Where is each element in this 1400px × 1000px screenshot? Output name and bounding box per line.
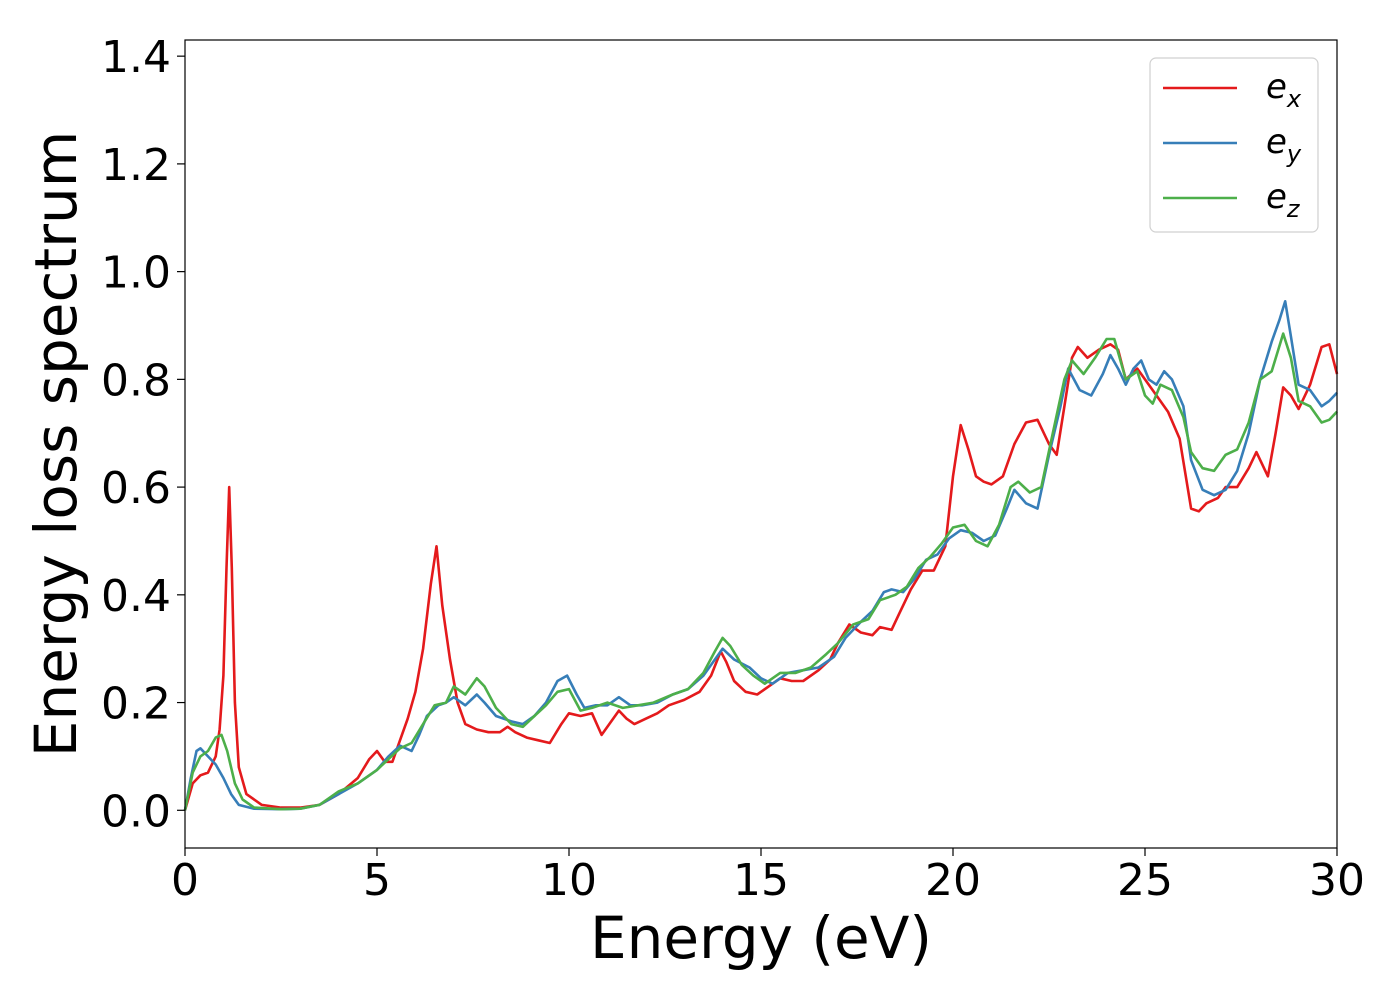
y-tick-label: 0.2: [101, 679, 171, 730]
y-tick-label: 1.2: [101, 140, 171, 191]
legend-box: [1149, 57, 1319, 233]
x-tick-label: 5: [363, 855, 391, 906]
y-axis: 0.0 0.2 0.4 0.6 0.8 1.0 1.2 1.4: [101, 32, 185, 837]
x-tick-label: 30: [1309, 855, 1365, 906]
x-tick-label: 10: [541, 855, 597, 906]
series-line-z: [183, 332, 1338, 811]
y-tick-label: 1.4: [101, 32, 171, 83]
series-layer: [183, 300, 1339, 811]
y-tick-label: 0.0: [101, 786, 171, 837]
y-tick-label: 0.4: [101, 571, 171, 622]
x-tick-label: 0: [171, 855, 199, 906]
x-tick-label: 20: [925, 855, 981, 906]
y-axis-label: Energy loss spectrum: [22, 131, 90, 757]
x-tick-label: 15: [733, 855, 789, 906]
y-tick-label: 1.0: [101, 248, 171, 299]
x-tick-label: 25: [1117, 855, 1173, 906]
y-tick-label: 0.8: [101, 355, 171, 406]
y-tick-label: 0.6: [101, 463, 171, 514]
x-axis: 0 5 10 15 20 25 30: [171, 848, 1365, 906]
x-axis-label: Energy (eV): [590, 904, 932, 972]
series-line-x: [183, 343, 1339, 811]
